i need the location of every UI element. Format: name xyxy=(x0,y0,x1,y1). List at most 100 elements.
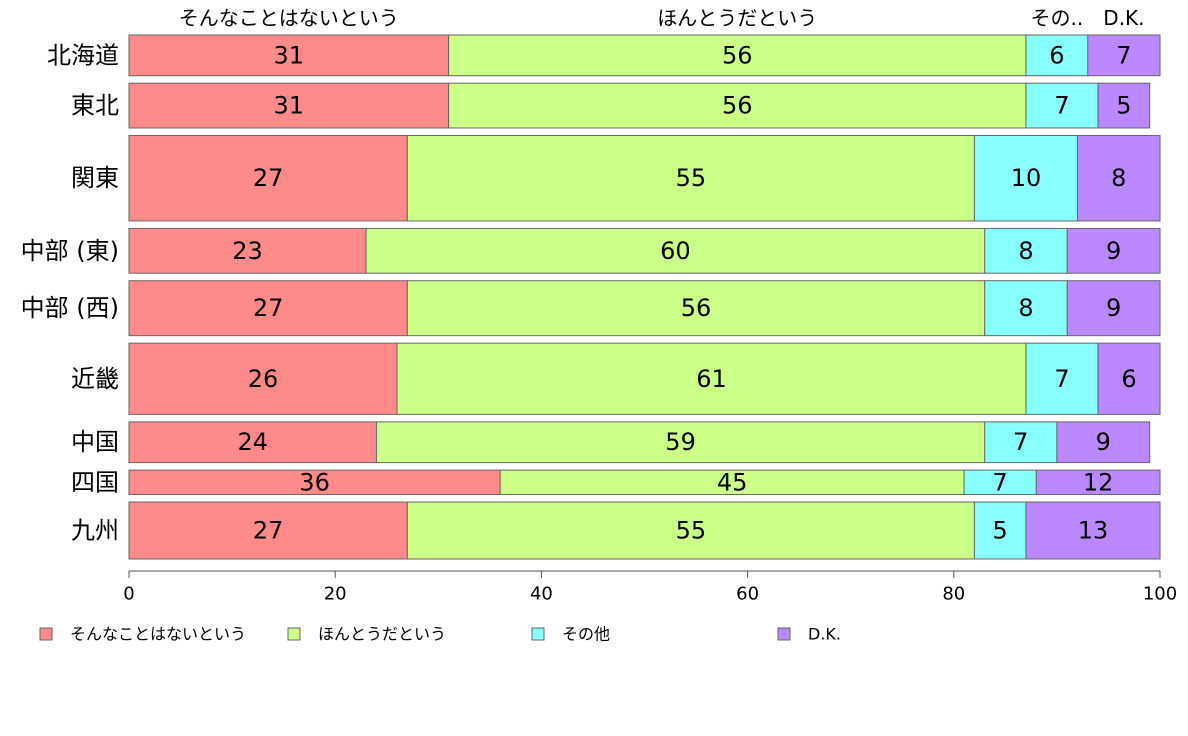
data-label: 56 xyxy=(722,92,753,120)
x-tick-label: 40 xyxy=(530,584,553,605)
legend-label: D.K. xyxy=(808,625,841,644)
data-label: 59 xyxy=(665,428,696,456)
column-headers: そんなことはないという ほんとうだという その.. D.K. xyxy=(179,6,1145,30)
data-label: 7 xyxy=(1116,41,1131,69)
bar-row: 31 56 6 7 xyxy=(128,34,1161,77)
data-label: 27 xyxy=(253,517,284,545)
bar-segment xyxy=(406,134,975,222)
x-tick-label: 80 xyxy=(942,584,965,605)
x-tick-label: 100 xyxy=(1143,584,1177,605)
bar-segment xyxy=(1035,469,1161,496)
x-tick-label: 20 xyxy=(324,584,347,605)
data-label: 45 xyxy=(717,468,748,496)
bars: 31 56 6 7 31 56 7 5 27 55 10 8 23 60 8 9 27 56 8 9 26 61 7 6 24 5… xyxy=(128,34,1161,560)
bar-row: 31 56 7 5 xyxy=(128,82,1151,129)
data-label: 55 xyxy=(676,517,707,545)
data-label: 23 xyxy=(232,237,263,265)
data-label: 5 xyxy=(993,517,1008,545)
data-label: 9 xyxy=(1106,237,1121,265)
x-tick-label: 0 xyxy=(123,584,134,605)
legend-swatch xyxy=(39,627,53,641)
category-label: 中部 (西) xyxy=(21,294,119,322)
data-label: 60 xyxy=(660,237,691,265)
bar-segment xyxy=(365,227,986,274)
bar-segment xyxy=(406,501,975,560)
legend-label: ほんとうだという xyxy=(318,625,446,644)
legend: そんなことはないという ほんとうだという その他 D.K. xyxy=(39,625,841,644)
bar-segment xyxy=(396,342,1027,415)
data-label: 9 xyxy=(1106,294,1121,322)
data-label: 26 xyxy=(248,365,279,393)
bar-row: 27 55 10 8 xyxy=(128,134,1161,222)
column-header: ほんとうだという xyxy=(657,6,817,30)
bar-segment xyxy=(406,280,986,337)
bar-segment xyxy=(128,280,408,337)
column-header: D.K. xyxy=(1103,6,1144,30)
data-label: 27 xyxy=(253,294,284,322)
bar-segment xyxy=(1066,280,1161,337)
data-label: 56 xyxy=(722,41,753,69)
bar-segment xyxy=(1056,421,1151,464)
category-label: 中国 xyxy=(71,428,119,456)
data-label: 31 xyxy=(274,41,305,69)
data-label: 8 xyxy=(1018,294,1033,322)
bar-segment xyxy=(128,82,450,129)
bar-segment xyxy=(984,421,1058,464)
bar-segment xyxy=(1097,82,1151,129)
data-label: 55 xyxy=(676,164,707,192)
data-label: 7 xyxy=(1013,428,1028,456)
bar-segment xyxy=(128,227,367,274)
legend-swatch xyxy=(287,627,301,641)
bar-segment xyxy=(128,469,501,496)
data-label: 6 xyxy=(1049,41,1064,69)
data-label: 7 xyxy=(993,468,1008,496)
bar-row: 26 61 7 6 xyxy=(128,342,1161,415)
x-tick-label: 60 xyxy=(736,584,759,605)
legend-swatch xyxy=(531,627,545,641)
category-label: 九州 xyxy=(71,517,119,545)
bar-segment xyxy=(128,34,450,77)
column-header: そんなことはないという xyxy=(179,6,399,30)
category-label: 中部 (東) xyxy=(21,237,119,265)
data-label: 6 xyxy=(1121,365,1136,393)
bar-segment xyxy=(128,421,377,464)
bar-segment xyxy=(973,501,1027,560)
data-label: 8 xyxy=(1018,237,1033,265)
bar-row: 23 60 8 9 xyxy=(128,227,1161,274)
legend-item: そんなことはないという xyxy=(39,625,246,644)
category-label: 北海道 xyxy=(47,41,119,69)
bar-segment xyxy=(1087,34,1161,77)
bar-segment xyxy=(1097,342,1161,415)
bar-segment xyxy=(1025,342,1099,415)
data-label: 31 xyxy=(274,92,305,120)
x-axis: 0 20 40 60 80 100 xyxy=(123,570,1177,605)
category-label: 東北 xyxy=(71,92,119,120)
legend-item: その他 xyxy=(531,625,610,644)
bar-segment xyxy=(1025,82,1099,129)
column-header: その.. xyxy=(1031,6,1084,30)
bar-row: 36 45 7 12 xyxy=(128,468,1161,496)
legend-swatch xyxy=(777,627,791,641)
bar-segment xyxy=(984,280,1068,337)
bar-segment xyxy=(448,34,1027,77)
data-label: 5 xyxy=(1116,92,1131,120)
data-label: 24 xyxy=(237,428,268,456)
data-label: 12 xyxy=(1083,468,1114,496)
bar-row: 27 55 5 13 xyxy=(128,501,1161,560)
bar-segment xyxy=(1066,227,1161,274)
legend-item: ほんとうだという xyxy=(287,625,446,644)
category-label: 関東 xyxy=(71,164,119,192)
bar-segment xyxy=(1025,34,1089,77)
data-label: 27 xyxy=(253,164,284,192)
bar-row: 27 56 8 9 xyxy=(128,280,1161,337)
legend-item: D.K. xyxy=(777,625,841,644)
data-label: 7 xyxy=(1054,365,1069,393)
data-label: 13 xyxy=(1078,517,1109,545)
bar-row: 24 59 7 9 xyxy=(128,421,1151,464)
data-label: 9 xyxy=(1096,428,1111,456)
data-label: 61 xyxy=(696,365,727,393)
data-label: 7 xyxy=(1054,92,1069,120)
data-label: 36 xyxy=(299,468,330,496)
